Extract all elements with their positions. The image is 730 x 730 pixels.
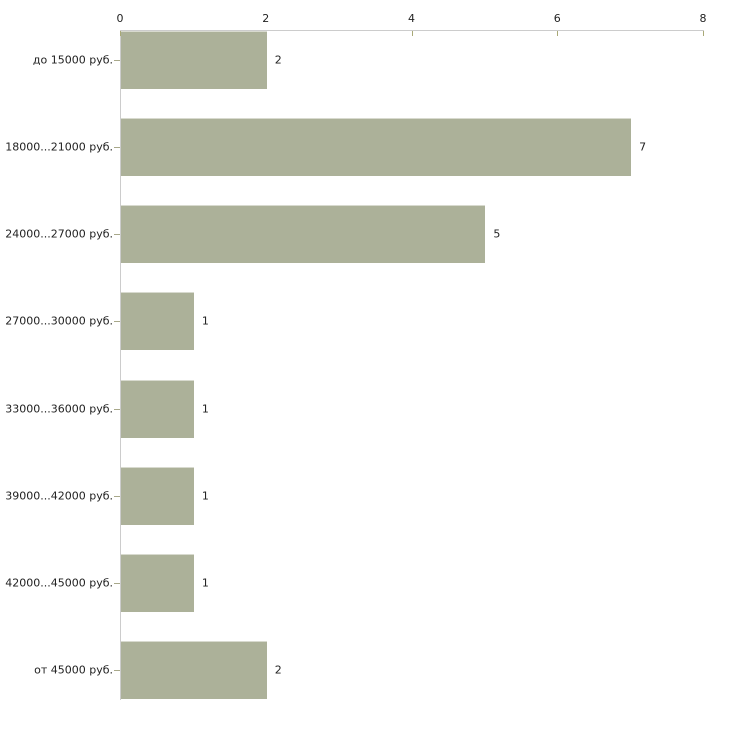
bar-value-label: 1	[201, 314, 209, 328]
bar	[121, 553, 194, 612]
bar-value-label: 1	[201, 489, 209, 503]
category-label: 18000...21000 руб.	[5, 140, 113, 154]
category-tick-mark	[114, 583, 120, 584]
category-tick-mark	[114, 670, 120, 671]
category-tick-mark	[114, 496, 120, 497]
bar	[121, 292, 194, 351]
category-label: 24000...27000 руб.	[5, 227, 113, 241]
category-label: до 15000 руб.	[32, 53, 113, 67]
bar	[121, 205, 486, 264]
x-tick-label: 4	[408, 12, 415, 25]
category-label: от 45000 руб.	[34, 663, 113, 677]
bar-value-label: 1	[201, 576, 209, 590]
x-axis-line	[120, 30, 704, 31]
bar-value-label: 1	[201, 402, 209, 416]
bar	[121, 31, 267, 89]
category-label: 42000...45000 руб.	[5, 576, 113, 590]
category-label: 33000...36000 руб.	[5, 402, 113, 416]
category-tick-mark	[114, 234, 120, 235]
category-tick-mark	[114, 60, 120, 61]
category-label: 27000...30000 руб.	[5, 314, 113, 328]
x-tick-label: 8	[699, 12, 707, 25]
x-tick-label: 6	[553, 12, 561, 25]
x-tick-mark	[703, 31, 704, 36]
category-tick-mark	[114, 321, 120, 322]
bar	[121, 466, 194, 525]
bar-value-label: 2	[274, 663, 282, 677]
x-tick-mark	[120, 31, 121, 36]
x-tick-label: 2	[262, 12, 270, 25]
bar	[121, 118, 632, 177]
bar	[121, 641, 267, 699]
category-tick-mark	[114, 409, 120, 410]
y-axis-line	[120, 30, 121, 700]
x-tick-label: 0	[116, 12, 124, 25]
x-tick-mark	[557, 31, 559, 36]
bar-value-label: 5	[493, 227, 501, 241]
bar-value-label: 2	[274, 53, 282, 67]
bar-value-label: 7	[639, 140, 647, 154]
category-tick-mark	[114, 147, 120, 148]
category-label: 39000...42000 руб.	[5, 489, 113, 503]
x-tick-mark	[411, 31, 413, 36]
bar	[121, 379, 194, 438]
